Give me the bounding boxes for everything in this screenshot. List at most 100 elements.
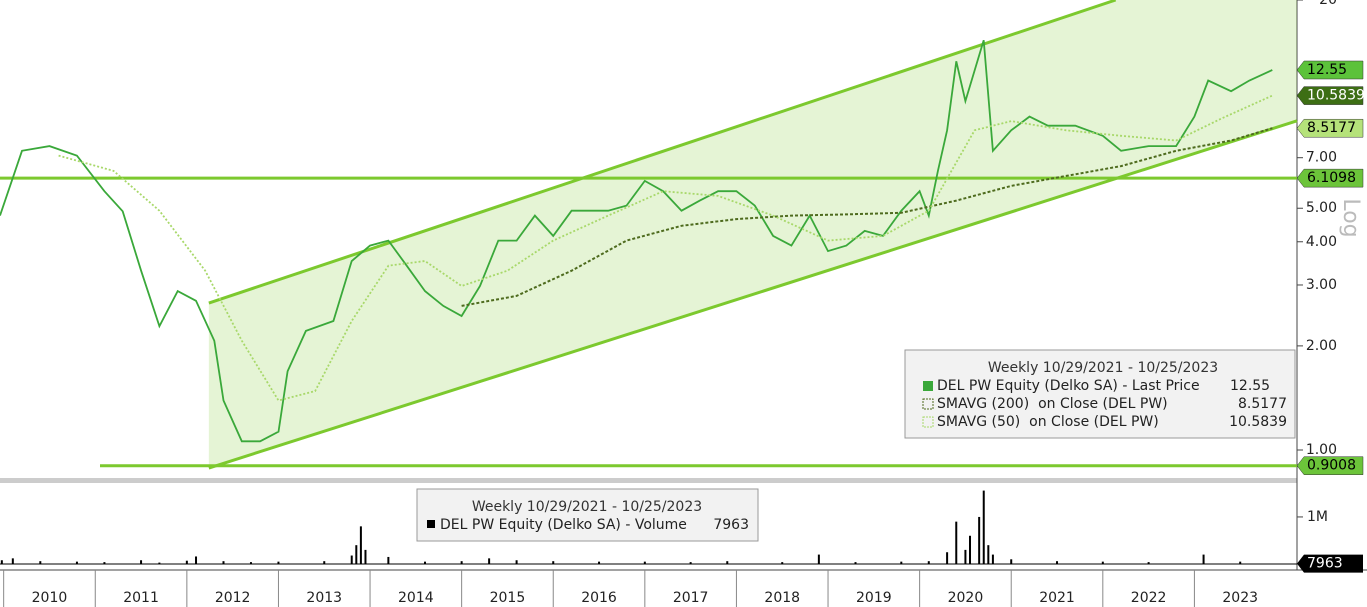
volume-bar	[158, 562, 161, 564]
volume-bar	[424, 561, 427, 564]
volume-bar	[195, 556, 198, 564]
volume-bar	[726, 561, 729, 564]
x-tick-label: 2012	[215, 590, 251, 606]
y-tick-label: 4.00	[1306, 234, 1337, 250]
volume-bar	[350, 555, 353, 564]
volume-bar	[249, 562, 252, 564]
volume-bar	[387, 556, 390, 564]
volume-bar	[359, 526, 362, 564]
legend-swatch	[922, 416, 934, 428]
volume-bar	[1101, 561, 1104, 564]
legend-value: 12.55	[1230, 378, 1270, 394]
volume-bar	[103, 562, 106, 564]
legend-value: 10.5839	[1229, 414, 1287, 430]
volume-bar	[1147, 562, 1150, 564]
volume-bar	[991, 554, 994, 564]
price-tag: 12.55	[1307, 62, 1347, 78]
volume-tag-box	[1297, 554, 1363, 573]
volume-bar	[39, 561, 42, 564]
x-tick-label: 2017	[673, 590, 709, 606]
volume-bar	[978, 516, 981, 564]
x-tick-label: 2014	[398, 590, 434, 606]
price-tag-box	[1296, 118, 1364, 138]
moving-average-line	[461, 127, 1273, 307]
volume-bar	[1239, 561, 1242, 564]
x-tick-label: 2010	[32, 590, 68, 606]
channel-upper	[208, 0, 1117, 305]
volume-bar	[955, 521, 958, 564]
level-tag: 0.9008	[1307, 458, 1356, 474]
legend: Weekly 10/29/2021 - 10/25/2023 DEL PW Equ…	[904, 349, 1296, 439]
price-tag-box	[1296, 86, 1364, 105]
volume-bar	[488, 558, 491, 564]
volume-bar	[900, 561, 903, 564]
volume-bar	[355, 545, 358, 564]
x-tick-label: 2016	[581, 590, 617, 606]
volume-bar	[598, 561, 601, 564]
level-tag-box	[1296, 168, 1364, 188]
panel-divider	[0, 478, 1297, 483]
volume-bar	[515, 560, 518, 564]
y-tick-label: 1M	[1307, 509, 1328, 525]
volume-bar	[552, 561, 555, 564]
legend-value: 8.5177	[1238, 396, 1287, 412]
volume-bar	[75, 561, 78, 564]
price-tag: 10.5839	[1307, 88, 1365, 104]
volume-legend-value: 7963	[713, 517, 749, 533]
legend-title: Weekly 10/29/2021 - 10/25/2023	[988, 360, 1218, 376]
volume-bar	[277, 561, 280, 564]
x-tick-label: 2023	[1222, 590, 1258, 606]
x-tick-label: 2022	[1131, 590, 1167, 606]
log-label: Log	[1338, 198, 1363, 237]
y-tick-label: 2.00	[1306, 338, 1337, 354]
price-tag: 8.5177	[1307, 120, 1356, 136]
legend-box	[904, 349, 1296, 439]
volume-legend-box	[416, 488, 759, 542]
legend-entry: SMAVG (200) on Close (DEL PW)	[937, 396, 1168, 412]
volume-bar	[222, 561, 225, 564]
volume-bar	[643, 561, 646, 564]
volume-legend-entry: DEL PW Equity (Delko SA) - Volume	[440, 517, 687, 533]
volume-bar	[460, 561, 463, 564]
legend-swatch	[923, 381, 933, 391]
y-tick-label: 3.00	[1306, 277, 1337, 293]
x-tick-label: 2018	[764, 590, 800, 606]
volume-bar	[185, 560, 188, 564]
volume-bar	[927, 561, 930, 564]
volume-bar	[689, 562, 692, 564]
volume-legend-title: Weekly 10/29/2021 - 10/25/2023	[472, 499, 702, 515]
volume-bar	[1202, 554, 1205, 564]
volume-bar	[854, 562, 857, 564]
price-line	[0, 39, 1273, 443]
price-tag-box	[1296, 60, 1364, 80]
volume-bar	[817, 554, 820, 564]
volume-bar	[1056, 561, 1059, 564]
level-tag-box	[1296, 456, 1364, 475]
volume-bar	[987, 545, 990, 564]
volume-bar	[781, 562, 784, 564]
volume-bar	[11, 558, 14, 564]
volume-bar	[323, 561, 326, 564]
volume-bar	[982, 490, 985, 564]
volume-bar	[0, 560, 3, 564]
y-tick-label: 1.00	[1306, 442, 1337, 458]
x-tick-label: 2011	[123, 590, 159, 606]
x-tick-label: 2013	[306, 590, 342, 606]
volume-bar	[969, 535, 972, 564]
volume-bar	[140, 560, 143, 564]
x-tick-label: 2020	[948, 590, 984, 606]
x-tick-label: 2021	[1039, 590, 1075, 606]
volume-bar	[364, 549, 367, 564]
level-tag: 6.1098	[1307, 170, 1356, 186]
legend-entry: SMAVG (50) on Close (DEL PW)	[937, 414, 1159, 430]
legend-entry: DEL PW Equity (Delko SA) - Last Price	[937, 378, 1200, 394]
y-tick-label: 7.00	[1306, 150, 1337, 166]
channel-area	[208, 0, 1297, 469]
volume-tag: 7963	[1307, 556, 1343, 572]
y-tick-label: 20	[1319, 0, 1337, 8]
volume-bar	[964, 549, 967, 564]
legend-swatch	[922, 398, 934, 410]
legend-swatch	[427, 520, 435, 528]
x-tick-label: 2015	[490, 590, 526, 606]
